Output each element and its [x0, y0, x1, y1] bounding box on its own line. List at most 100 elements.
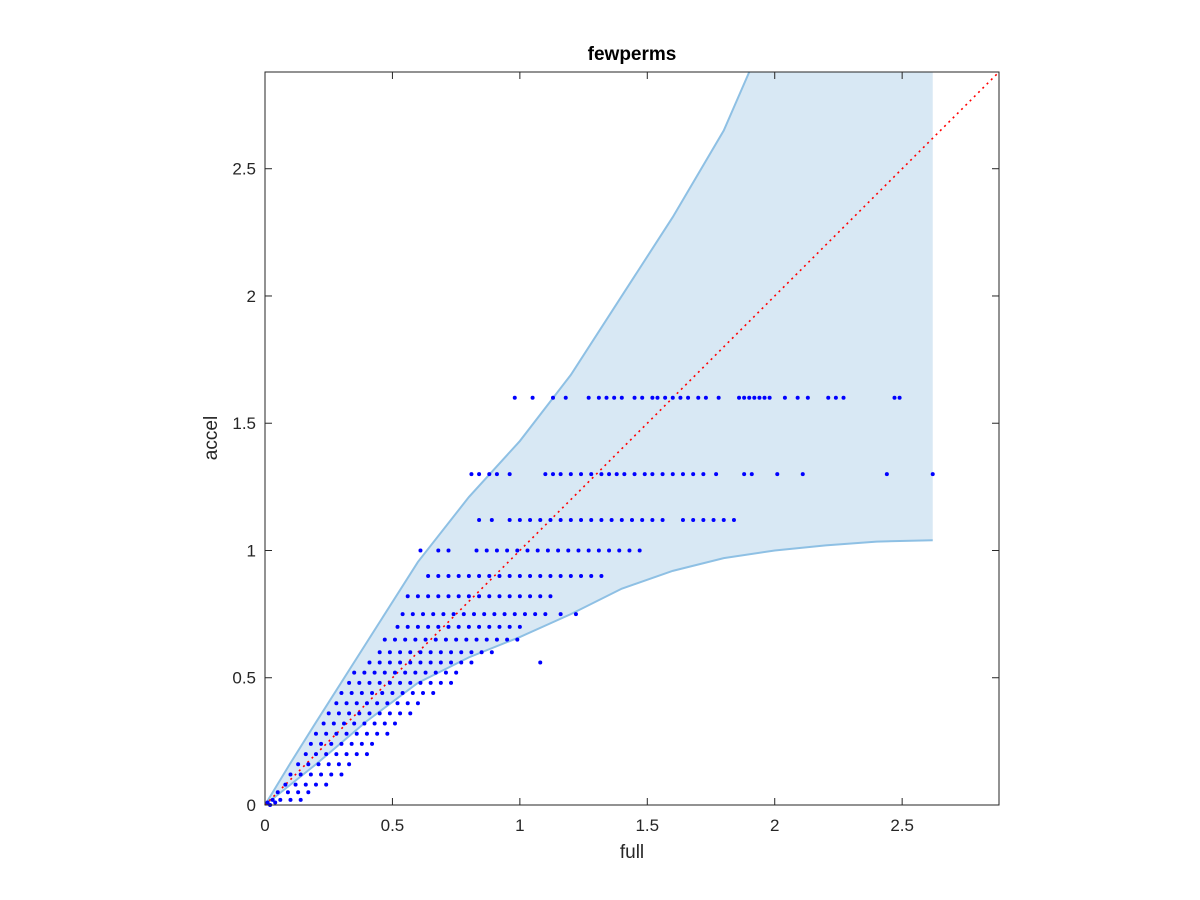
data-point	[438, 660, 443, 665]
data-point	[489, 517, 494, 522]
data-point	[403, 637, 408, 642]
data-point	[747, 395, 752, 400]
data-point	[752, 395, 757, 400]
data-point	[477, 624, 482, 629]
data-point	[522, 612, 527, 617]
data-point	[525, 548, 530, 553]
data-point	[701, 517, 706, 522]
data-point	[377, 711, 382, 716]
data-point	[405, 701, 410, 706]
data-point	[670, 472, 675, 477]
data-point	[466, 594, 471, 599]
data-point	[612, 395, 617, 400]
data-point	[405, 594, 410, 599]
data-point	[352, 721, 357, 726]
data-point	[431, 612, 436, 617]
data-point	[663, 395, 668, 400]
data-point	[382, 721, 387, 726]
data-point	[334, 731, 339, 736]
data-point	[617, 548, 622, 553]
y-tick-label: 2.5	[232, 160, 256, 179]
data-point	[354, 752, 359, 757]
data-point	[456, 594, 461, 599]
data-point	[334, 752, 339, 757]
data-point	[423, 670, 428, 675]
data-point	[367, 680, 372, 685]
x-tick-label: 0	[260, 816, 269, 835]
data-point	[833, 395, 838, 400]
data-point	[443, 637, 448, 642]
data-point	[507, 472, 512, 477]
data-point	[446, 548, 451, 553]
data-point	[884, 472, 889, 477]
data-point	[494, 637, 499, 642]
data-point	[324, 752, 329, 757]
data-point	[650, 472, 655, 477]
data-point	[589, 517, 594, 522]
data-point	[655, 395, 660, 400]
data-point	[400, 691, 405, 696]
data-point	[640, 395, 645, 400]
data-point	[566, 548, 571, 553]
data-point	[303, 752, 308, 757]
data-point	[512, 395, 517, 400]
data-point	[349, 741, 354, 746]
data-point	[392, 721, 397, 726]
data-point	[387, 711, 392, 716]
data-point	[265, 800, 270, 805]
data-point	[303, 782, 308, 787]
data-point	[438, 680, 443, 685]
data-point	[558, 612, 563, 617]
data-point	[421, 691, 426, 696]
data-point	[568, 472, 573, 477]
data-point	[319, 741, 324, 746]
data-point	[339, 741, 344, 746]
data-point	[805, 395, 810, 400]
data-point	[370, 741, 375, 746]
data-point	[619, 517, 624, 522]
data-point	[599, 517, 604, 522]
data-point	[352, 670, 357, 675]
data-point	[550, 472, 555, 477]
data-point	[370, 691, 375, 696]
data-point	[742, 472, 747, 477]
data-point	[507, 594, 512, 599]
data-point	[298, 797, 303, 802]
data-point	[762, 395, 767, 400]
data-point	[573, 612, 578, 617]
data-point	[410, 691, 415, 696]
data-point	[398, 650, 403, 655]
data-point	[431, 691, 436, 696]
data-point	[517, 517, 522, 522]
data-point	[446, 624, 451, 629]
data-point	[596, 548, 601, 553]
data-point	[418, 548, 423, 553]
data-point	[347, 711, 352, 716]
data-point	[436, 548, 441, 553]
data-point	[433, 637, 438, 642]
data-point	[456, 624, 461, 629]
data-point	[512, 612, 517, 617]
data-point	[716, 395, 721, 400]
data-point	[319, 772, 324, 777]
data-point	[604, 395, 609, 400]
data-point	[336, 711, 341, 716]
data-point	[461, 612, 466, 617]
data-point	[308, 772, 313, 777]
data-point	[418, 680, 423, 685]
data-point	[306, 762, 311, 767]
data-point	[344, 731, 349, 736]
data-point	[627, 548, 632, 553]
data-point	[640, 517, 645, 522]
data-point	[436, 624, 441, 629]
data-point	[632, 472, 637, 477]
y-tick-label: 0.5	[232, 669, 256, 688]
data-point	[502, 612, 507, 617]
data-point	[400, 612, 405, 617]
data-point	[326, 762, 331, 767]
y-tick-label: 2	[247, 287, 256, 306]
data-point	[413, 670, 418, 675]
data-point	[413, 637, 418, 642]
data-point	[538, 573, 543, 578]
data-point	[446, 573, 451, 578]
